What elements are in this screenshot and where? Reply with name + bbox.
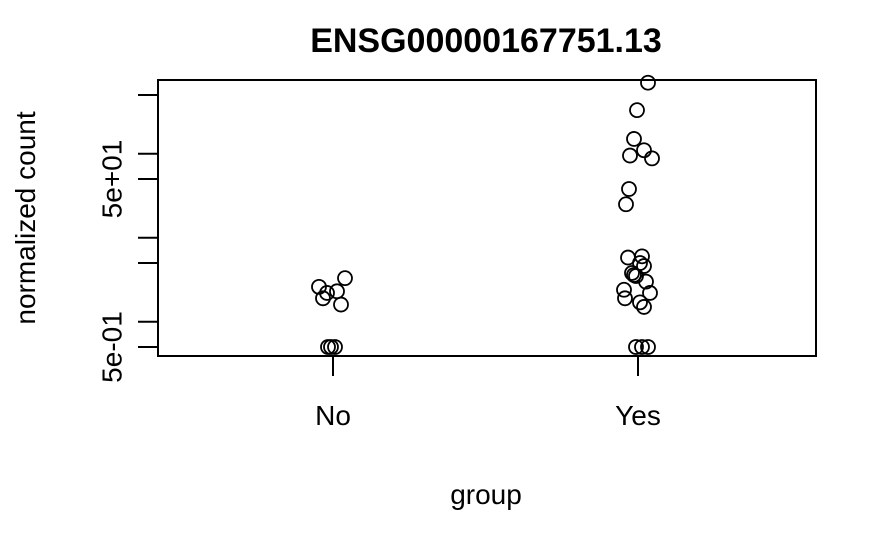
data-point bbox=[642, 285, 658, 301]
data-point bbox=[626, 131, 642, 147]
data-point bbox=[618, 196, 634, 213]
data-point bbox=[628, 339, 644, 355]
y-axis-label: normalized count bbox=[10, 111, 41, 324]
data-point bbox=[629, 102, 645, 119]
data-point bbox=[638, 273, 654, 290]
data-point bbox=[333, 296, 349, 313]
x-tick-label: No bbox=[315, 400, 351, 431]
y-axis: 5e-01 5e+01 bbox=[96, 94, 158, 383]
data-point bbox=[624, 265, 640, 281]
data-point bbox=[636, 299, 652, 315]
data-point bbox=[315, 290, 331, 307]
data-point bbox=[644, 150, 660, 167]
data-point bbox=[634, 339, 650, 355]
y-tick-label: 5e-01 bbox=[96, 311, 127, 383]
x-tick-label: Yes bbox=[615, 400, 661, 431]
data-point bbox=[632, 294, 648, 311]
data-point bbox=[329, 283, 345, 300]
data-point bbox=[636, 142, 652, 159]
data-points bbox=[311, 74, 660, 355]
data-point bbox=[636, 258, 652, 274]
data-point bbox=[320, 339, 336, 355]
data-point bbox=[622, 147, 638, 164]
chart-title: ENSG00000167751.13 bbox=[310, 22, 662, 60]
data-point bbox=[640, 74, 656, 91]
data-point bbox=[616, 281, 632, 298]
data-point bbox=[621, 181, 637, 197]
data-point bbox=[337, 270, 353, 287]
x-axis: No Yes bbox=[315, 356, 661, 431]
x-axis-label: group bbox=[450, 479, 522, 510]
plot-frame bbox=[157, 79, 817, 357]
data-point bbox=[327, 339, 343, 355]
data-point bbox=[640, 339, 656, 355]
y-tick-label: 5e+01 bbox=[96, 140, 127, 219]
data-point bbox=[617, 290, 633, 307]
